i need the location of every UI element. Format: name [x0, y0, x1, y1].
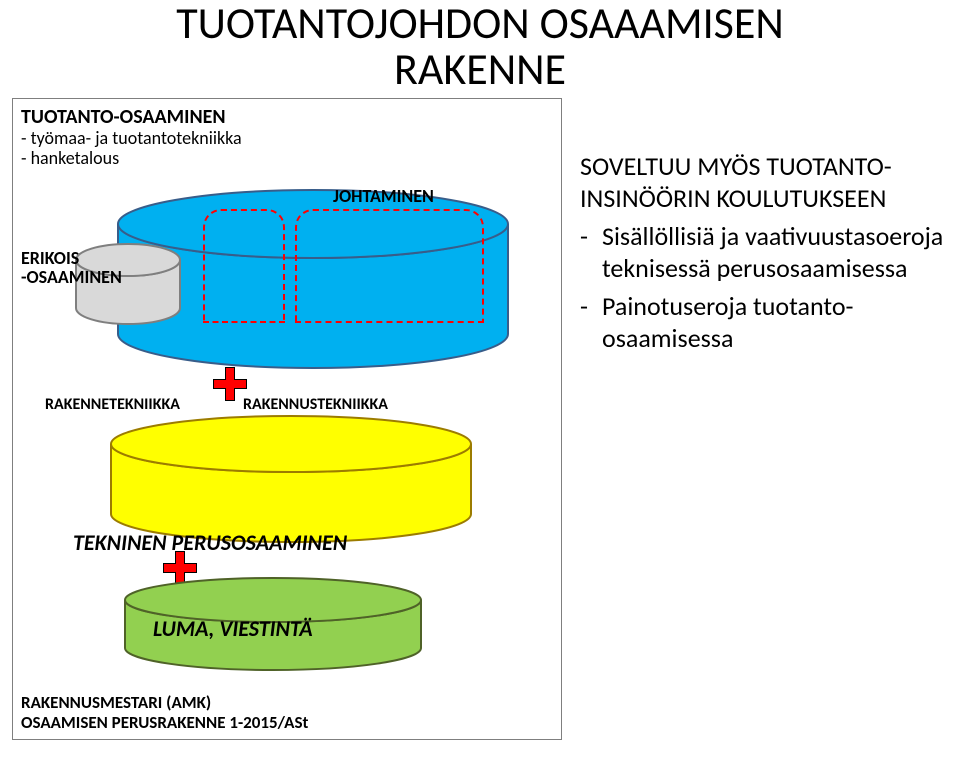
side-bullet-1: Sisällöllisiä ja vaativuustasoeroja tekn… [602, 220, 950, 284]
label-rakennustekniikka: RAKENNUSTEKNIIKKA [243, 395, 388, 414]
tuotanto-osaaminen-heading: TUOTANTO-OSAAMINEN [21, 105, 226, 129]
dash-region-left [203, 209, 285, 323]
side-notes: SOVELTUU MYÖS TUOTANTO- INSINÖÖRIN KOULU… [580, 150, 950, 354]
footer-line-1: RAKENNUSMESTARI (AMK) [21, 692, 211, 713]
header-bullet-1: - työmaa- ja tuotantotekniikka [21, 127, 242, 149]
side-bullet-2: Painotuseroja tuotanto-osaamisessa [602, 290, 950, 354]
label-luma: LUMA, VIESTINTÄ [153, 615, 313, 642]
header-bullet-2: - hanketalous [21, 147, 119, 169]
footer-line-2: OSAAMISEN PERUSRAKENNE 1-2015/ASt [21, 712, 308, 733]
diagram-frame: TUOTANTO-OSAAMINEN - työmaa- ja tuotanto… [12, 98, 562, 740]
label-johtaminen: JOHTAMINEN [333, 185, 434, 207]
label-erikois: ERIKOIS -OSAAMINEN [21, 249, 122, 287]
page-title: TUOTANTOJOHDON OSAAAMISEN RAKENNE [0, 0, 960, 92]
dash-region-right [295, 209, 484, 323]
bullet-dash: - [580, 220, 602, 252]
side-line-1: SOVELTUU MYÖS TUOTANTO- [580, 150, 950, 182]
label-erikois-2: -OSAAMINEN [21, 266, 122, 288]
label-tekninen: TEKNINEN PERUSOSAAMINEN [73, 529, 347, 556]
bullet-dash: - [580, 290, 602, 322]
side-line-2: INSINÖÖRIN KOULUTUKSEEN [580, 182, 950, 214]
label-rakennetekniikka: RAKENNETEKNIIKKA [45, 395, 180, 414]
title-line-2: RAKENNE [394, 42, 566, 96]
plus-icon [213, 367, 247, 401]
disc-tekninen [111, 416, 471, 542]
